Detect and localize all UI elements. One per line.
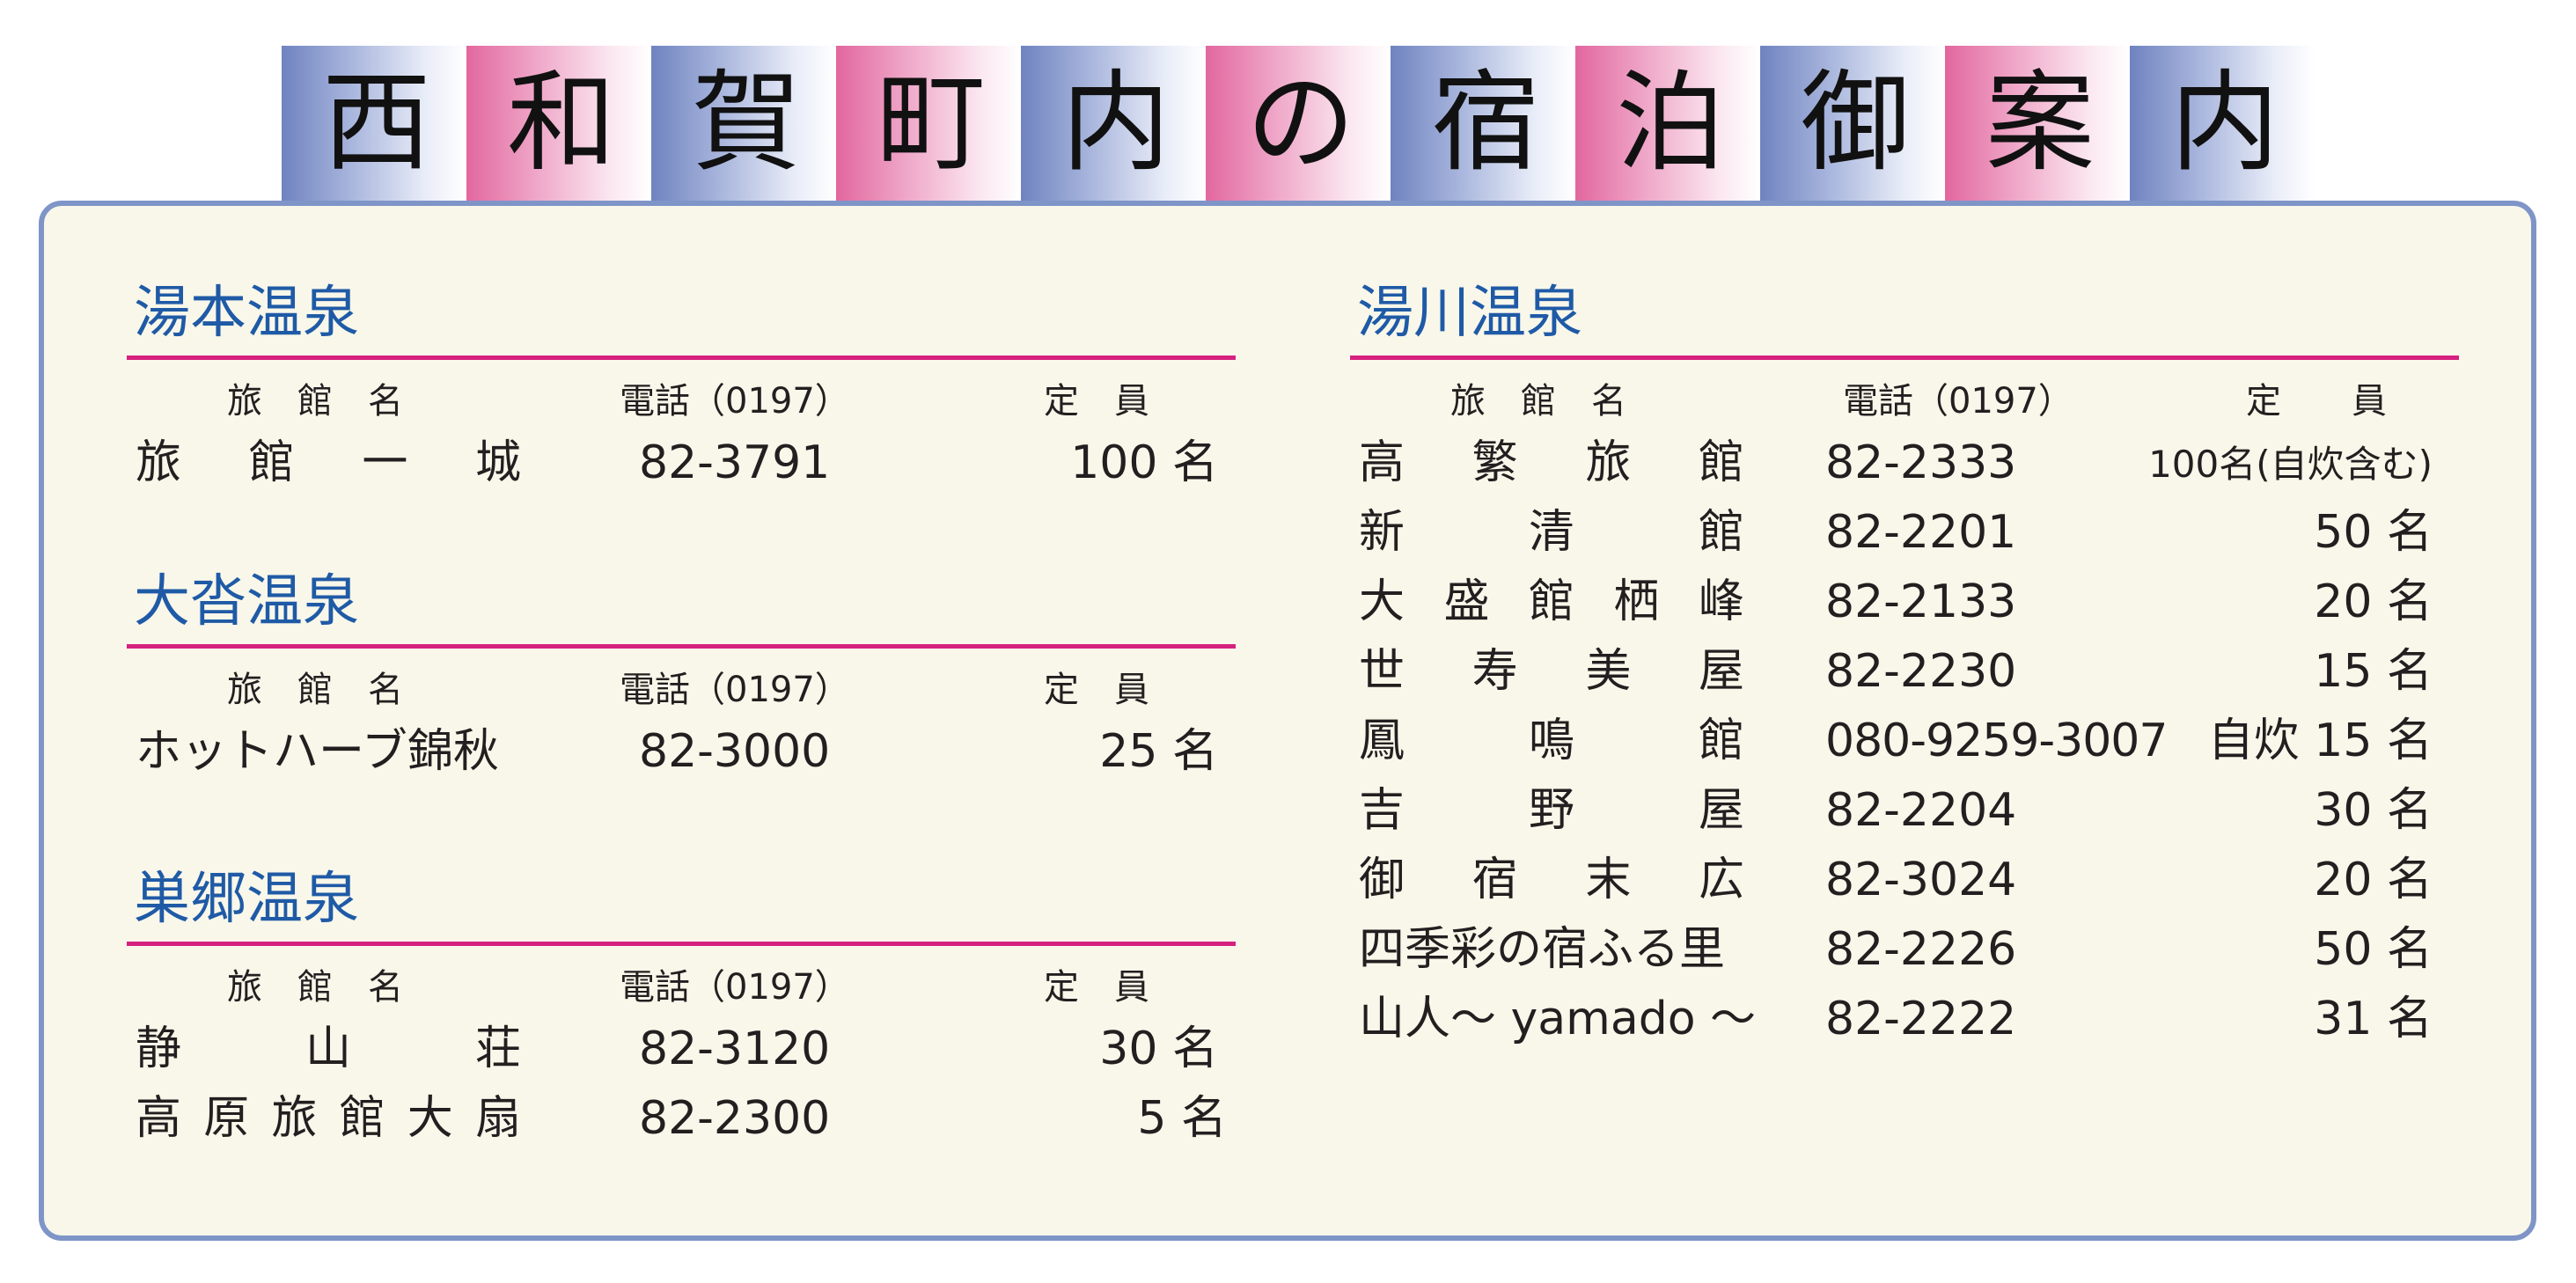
header-phone: 電話（0197） [620,381,850,422]
inn-name: 御宿末広 [1359,854,1744,906]
inn-phone: 82-2201 [1825,506,2017,559]
table-row: 高原旅館大扇 82-2300 5 名 [127,1084,1236,1154]
inn-capacity: 50 名 [2314,923,2433,976]
table-row: 高繁旅館 82-2333 100名(自炊含む) [1350,429,2459,498]
inn-name: 新清館 [1359,506,1744,559]
title-char: 宿 [1391,46,1575,201]
inn-name: 静山荘 [136,1023,521,1075]
table-row: ホットハーブ錦秋 82-3000 25 名 [127,717,1236,787]
column-headers: 旅 館 名 電話（0197） 定 員 [127,946,1236,1015]
inn-name: 高繁旅館 [1359,436,1744,489]
header-phone: 電話（0197） [1843,381,2073,422]
inn-capacity: 30 名 [2314,784,2433,837]
table-row: 吉野屋 82-2204 30 名 [1350,776,2459,846]
inn-name: 旅館一城 [136,436,521,489]
inn-phone: 82-3791 [639,436,831,489]
column-headers: 旅 館 名 電話（0197） 定 員 [1350,360,2459,429]
title-char: 町 [836,46,1021,201]
inn-phone: 82-2204 [1825,784,2017,837]
header-name: 旅 館 名 [1450,381,1626,422]
inn-name: 高原旅館大扇 [136,1092,521,1145]
inn-phone: 82-3120 [639,1023,831,1075]
title-char: 賀 [651,46,836,201]
inn-phone: 82-2333 [1825,436,2017,489]
table-row: 静山荘 82-3120 30 名 [127,1015,1236,1084]
inn-capacity: 25 名 [1099,725,1218,778]
section-oshizawa: 大沓温泉 旅 館 名 電話（0197） 定 員 ホットハーブ錦秋 82-3000… [127,574,1236,787]
header-name: 旅 館 名 [227,967,403,1008]
title-char: 内 [1021,46,1206,201]
title-char: 御 [1760,46,1945,201]
column-headers: 旅 館 名 電話（0197） 定 員 [127,649,1236,717]
inn-capacity: 50 名 [2314,506,2433,559]
table-row: 御宿末広 82-3024 20 名 [1350,846,2459,915]
inn-phone: 82-2230 [1825,645,2017,698]
inn-phone: 82-2133 [1825,576,2017,628]
header-name: 旅 館 名 [227,381,403,422]
inn-name: 山人～ yamado ～ [1359,993,1757,1045]
inn-name: 鳳鳴館 [1359,715,1744,767]
title-char: 内 [2130,46,2315,201]
title-char: 案 [1945,46,2130,201]
inn-capacity: 30 名 [1099,1023,1218,1075]
header-phone: 電話（0197） [620,967,850,1008]
title-char: の [1206,46,1391,201]
header-capacity: 定 員 [1044,670,1149,710]
title-banner: 西 和 賀 町 内 の 宿 泊 御 案 内 [282,46,2315,201]
inn-capacity: 15 名 [2314,645,2433,698]
inn-name: 大盛館栖峰 [1359,576,1744,628]
header-phone: 電話（0197） [620,670,850,710]
inn-capacity: 20 名 [2314,576,2433,628]
inn-phone: 82-3024 [1825,854,2017,906]
inn-capacity: 20 名 [2314,854,2433,906]
inn-name: 吉野屋 [1359,784,1744,837]
inn-capacity: 100名(自炊含む) [2148,443,2433,486]
header-name: 旅 館 名 [227,670,403,710]
lodging-panel: 湯本温泉 旅 館 名 電話（0197） 定 員 旅館一城 82-3791 100… [39,201,2536,1241]
inn-capacity: 5 名 [1137,1092,1227,1145]
header-capacity: 定 員 [2246,381,2387,422]
header-capacity: 定 員 [1044,381,1149,422]
section-yumoto: 湯本温泉 旅 館 名 電話（0197） 定 員 旅館一城 82-3791 100… [127,285,1236,498]
inn-capacity: 100 名 [1070,436,1218,489]
inn-capacity: 31 名 [2314,993,2433,1045]
table-row: 旅館一城 82-3791 100 名 [127,429,1236,498]
column-headers: 旅 館 名 電話（0197） 定 員 [127,360,1236,429]
inn-phone: 82-2222 [1825,993,2017,1045]
section-title: 湯本温泉 [127,285,1236,360]
table-row: 新清館 82-2201 50 名 [1350,498,2459,568]
section-title: 巣郷温泉 [127,871,1236,946]
inn-name: 四季彩の宿ふる里 [1359,923,1726,976]
inn-phone: 82-2300 [639,1092,831,1145]
table-row: 世寿美屋 82-2230 15 名 [1350,637,2459,707]
header-capacity: 定 員 [1044,967,1149,1008]
inn-name: ホットハーブ錦秋 [136,725,499,778]
section-title: 大沓温泉 [127,574,1236,649]
inn-name: 世寿美屋 [1359,645,1744,698]
table-row: 大盛館栖峰 82-2133 20 名 [1350,568,2459,637]
title-char: 泊 [1575,46,1760,201]
inn-phone: 82-2226 [1825,923,2017,976]
inn-capacity: 自炊 15 名 [2207,715,2433,767]
section-sugo: 巣郷温泉 旅 館 名 電話（0197） 定 員 静山荘 82-3120 30 名… [127,871,1236,1154]
title-char: 西 [282,46,466,201]
inn-phone: 82-3000 [639,725,831,778]
title-char: 和 [466,46,651,201]
section-yukawa: 湯川温泉 旅 館 名 電話（0197） 定 員 高繁旅館 82-2333 100… [1350,285,2459,1054]
section-title: 湯川温泉 [1350,285,2459,360]
inn-phone: 080-9259-3007 [1825,715,2168,767]
table-row: 鳳鳴館 080-9259-3007 自炊 15 名 [1350,707,2459,776]
table-row: 山人～ yamado ～ 82-2222 31 名 [1350,985,2459,1054]
table-row: 四季彩の宿ふる里 82-2226 50 名 [1350,915,2459,985]
